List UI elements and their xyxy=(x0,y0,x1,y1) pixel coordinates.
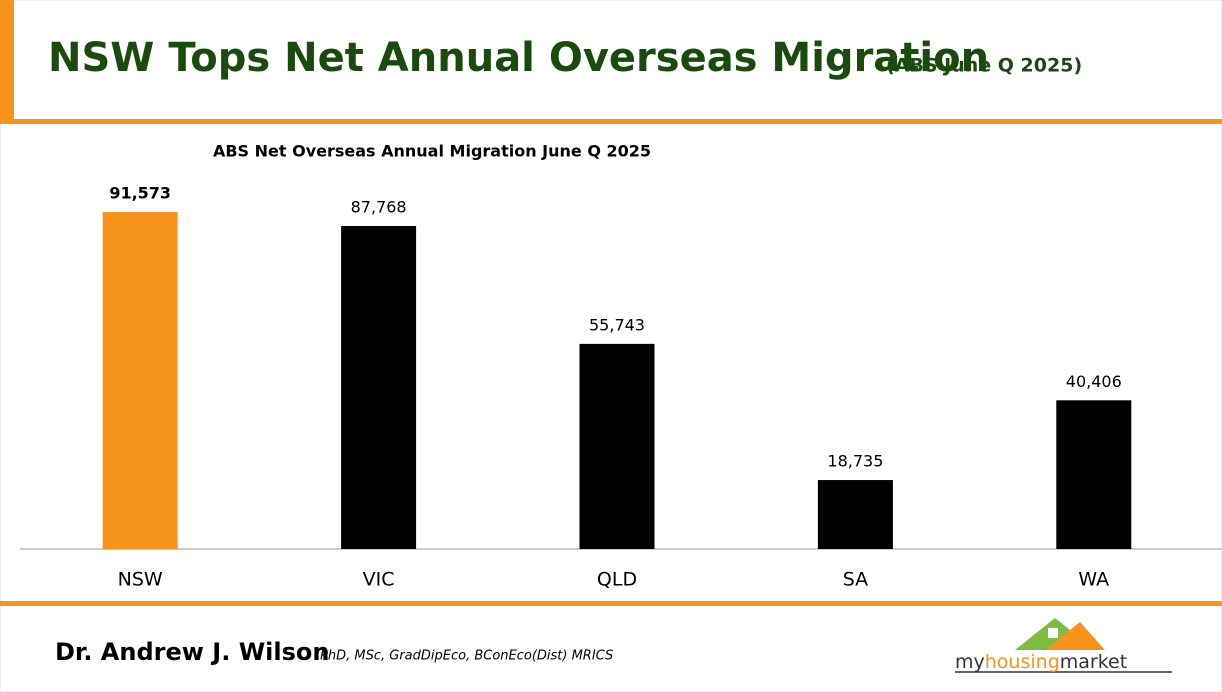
bar xyxy=(579,343,655,549)
credentials: PhD, MSc, GradDipEco, BConEco(Dist) MRIC… xyxy=(320,649,613,664)
data-label: 40,406 xyxy=(1066,372,1122,391)
bar xyxy=(102,212,178,549)
bar xyxy=(817,480,893,549)
bar xyxy=(341,226,417,549)
bar xyxy=(1056,400,1132,549)
logo-roof xyxy=(1045,622,1105,650)
x-tick-label: NSW xyxy=(118,569,163,591)
data-label: 55,743 xyxy=(589,315,645,334)
x-tick-label: QLD xyxy=(597,569,637,591)
author: Dr. Andrew J. Wilson xyxy=(55,638,329,666)
header-rule xyxy=(0,119,1222,124)
x-tick-label: VIC xyxy=(363,569,395,591)
logo-text-1: myhousingmarket xyxy=(955,651,1127,673)
slide-subtitle: (ABS June Q 2025) xyxy=(886,55,1082,77)
chart-title: ABS Net Overseas Annual Migration June Q… xyxy=(213,142,651,161)
data-label: 87,768 xyxy=(351,198,407,217)
logo-housing: housing xyxy=(985,651,1060,673)
data-label: 18,735 xyxy=(827,452,883,471)
footer-rule xyxy=(0,601,1222,606)
logo-window xyxy=(1048,628,1058,638)
slide-title: NSW Tops Net Annual Overseas Migration xyxy=(48,35,989,81)
logo-market: market xyxy=(1060,651,1127,673)
accent-bar xyxy=(0,0,14,124)
logo: myhousingmarket xyxy=(955,618,1172,673)
x-tick-label: WA xyxy=(1078,569,1109,591)
logo-my: my xyxy=(955,651,985,673)
x-tick-label: SA xyxy=(843,569,868,591)
data-label: 91,573 xyxy=(109,184,171,203)
